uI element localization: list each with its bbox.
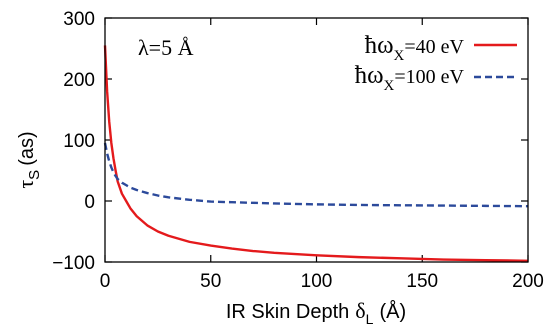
x-tick-label: 50 — [200, 271, 221, 292]
x-axis-label: IR Skin Depth δL (Å) — [226, 298, 406, 327]
y-tick-label: 300 — [63, 9, 95, 30]
y-tick-label: 200 — [63, 70, 95, 91]
legend: ħωX=40 eV ħωX=100 eV — [355, 32, 517, 94]
y-tick-label: −100 — [52, 253, 95, 274]
x-tick-label: 0 — [100, 271, 111, 292]
y-axis-label: τS(as) — [13, 131, 43, 188]
legend-label-100ev: ħωX=100 eV — [355, 62, 465, 94]
series-line-100ev — [103, 142, 529, 208]
x-tick-label: 150 — [406, 271, 438, 292]
series-line-40ev — [103, 45, 529, 262]
series-layer — [103, 45, 529, 262]
legend-label-40ev: ħωX=40 eV — [365, 32, 465, 64]
plot-frame — [104, 17, 529, 263]
x-tick-label: 100 — [301, 271, 333, 292]
y-tick-label: 0 — [84, 192, 95, 213]
wavelength-annotation: λ=5 Å — [138, 35, 194, 60]
x-tick-label: 200 — [512, 271, 544, 292]
y-tick-label: 100 — [63, 131, 95, 152]
